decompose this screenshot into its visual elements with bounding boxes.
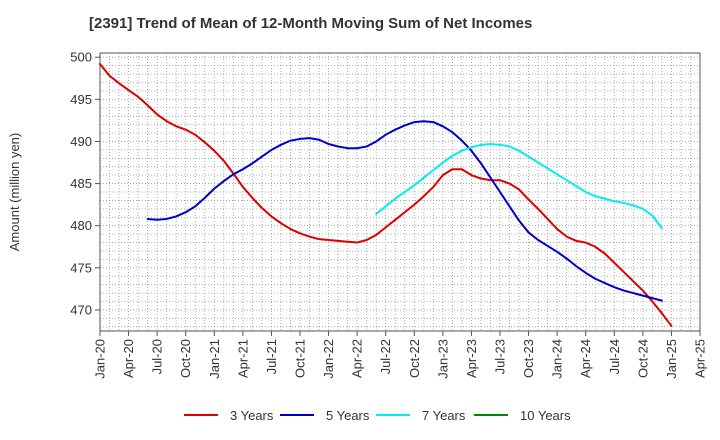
legend-label: 5 Years [326, 407, 370, 423]
legend: 3 Years 5 Years 7 Years 10 Years [0, 404, 720, 426]
x-tick-label: Apr-24 [578, 339, 593, 378]
y-tick-label: 495 [70, 92, 92, 107]
x-tick-label: Oct-23 [521, 339, 536, 378]
y-tick-label: 490 [70, 134, 92, 149]
x-tick-label: Apr-21 [235, 339, 250, 378]
x-tick-label: Apr-20 [121, 339, 136, 378]
gridlines [100, 53, 700, 331]
legend-label: 10 Years [520, 407, 571, 423]
x-tick-label: Apr-22 [350, 339, 365, 378]
plot-frame [99, 52, 701, 332]
x-tick-label: Jan-20 [93, 339, 108, 379]
x-tick-label: Jan-25 [664, 339, 679, 379]
x-tick-label: Jan-24 [550, 339, 565, 379]
series-line-5-years [146, 120, 663, 302]
legend-item: 3 Years [184, 404, 273, 426]
x-tick-label: Apr-25 [693, 339, 708, 378]
x-tick-label: Jul-24 [607, 339, 622, 374]
legend-swatch [474, 414, 508, 416]
y-tick-label: 500 [70, 50, 92, 65]
x-tick-label: Jan-23 [435, 339, 450, 379]
series-line-3-years [99, 62, 673, 327]
x-tick-label: Jan-22 [321, 339, 336, 379]
x-tick-label: Jul-23 [493, 339, 508, 374]
legend-item: 5 Years [280, 404, 369, 426]
x-tick-label: Jan-21 [207, 339, 222, 379]
x-tick-label: Jul-21 [264, 339, 279, 374]
legend-item: 10 Years [474, 404, 571, 426]
series-line-7-years [375, 142, 663, 230]
x-tick-label: Jul-22 [378, 339, 393, 374]
legend-swatch [184, 414, 218, 416]
y-tick-label: 470 [70, 302, 92, 317]
legend-item: 7 Years [376, 404, 465, 426]
y-axis-ticks: 470 475 480 485 490 495 500 [70, 50, 100, 317]
x-tick-label: Oct-22 [407, 339, 422, 378]
y-tick-label: 475 [70, 260, 92, 275]
legend-label: 7 Years [422, 407, 466, 423]
y-axis-label: Amount (million yen) [7, 133, 22, 252]
y-tick-label: 485 [70, 176, 92, 191]
x-tick-label: Jul-20 [150, 339, 165, 374]
legend-swatch [376, 414, 410, 416]
legend-swatch [280, 414, 314, 416]
x-axis-ticks: Jan-20 Apr-20 Jul-20 Oct-20 Jan-21 Apr-21 Jul-… [93, 331, 708, 379]
legend-label: 3 Years [230, 407, 274, 423]
x-tick-label: Apr-23 [464, 339, 479, 378]
x-tick-label: Oct-21 [293, 339, 308, 378]
chart-title: [2391] Trend of Mean of 12-Month Moving … [89, 15, 533, 32]
x-tick-label: Oct-24 [635, 339, 650, 378]
x-tick-label: Oct-20 [178, 339, 193, 378]
series-lines [99, 62, 673, 327]
y-tick-label: 480 [70, 218, 92, 233]
